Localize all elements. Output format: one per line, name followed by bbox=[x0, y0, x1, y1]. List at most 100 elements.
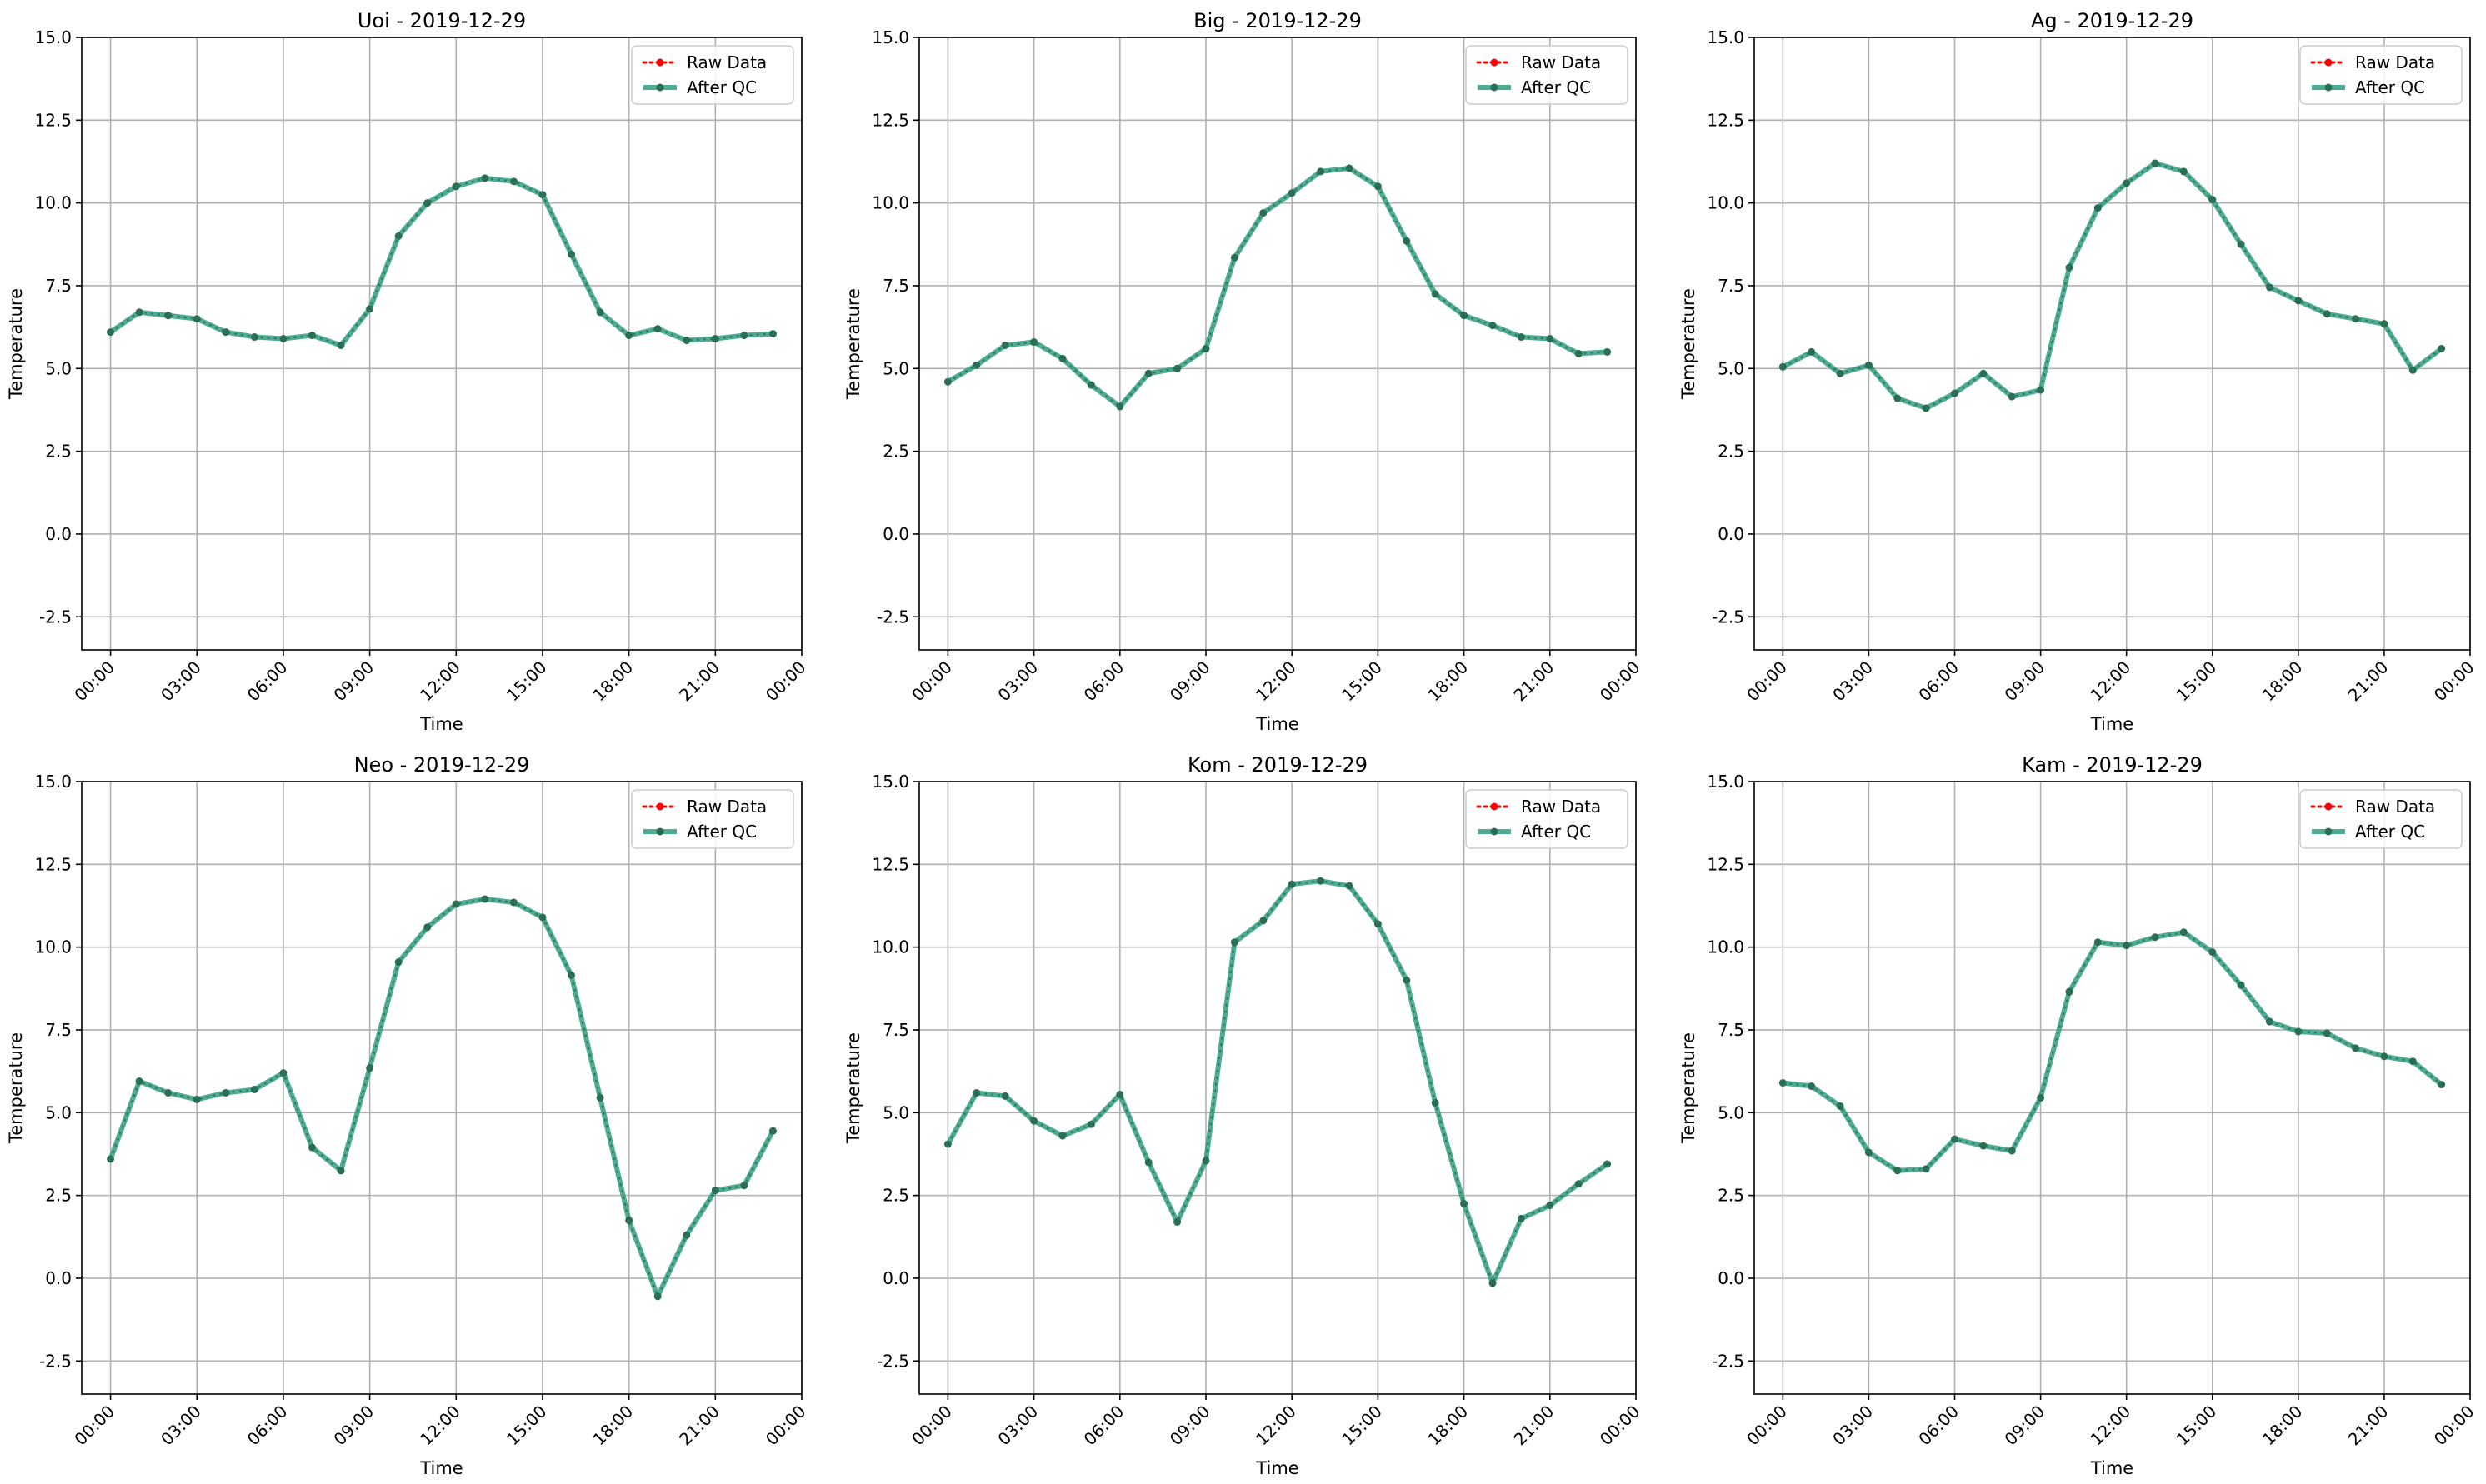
legend-qc-label: After QC bbox=[1521, 822, 1591, 842]
y-tick-label: 10.0 bbox=[1707, 193, 1744, 213]
raw-data-point bbox=[425, 925, 429, 930]
subplot-5: -2.5 0.0 2.5 5.0 7.5 10.0 12.5 15.0 00:00 03:00 06… bbox=[843, 753, 1644, 1478]
raw-data-point bbox=[1923, 406, 1928, 411]
raw-data-point bbox=[1867, 1150, 1871, 1155]
chart-title: Ag - 2019-12-29 bbox=[2031, 9, 2193, 32]
raw-data-point bbox=[2238, 242, 2243, 247]
raw-data-point bbox=[1003, 343, 1008, 347]
raw-data-point bbox=[396, 234, 401, 238]
x-tick-label: 03:00 bbox=[993, 1402, 1042, 1450]
y-tick-label: 2.5 bbox=[883, 442, 909, 462]
axes-frame bbox=[1753, 37, 2471, 651]
raw-data-point bbox=[2038, 1096, 2043, 1100]
x-tick-label: 00:00 bbox=[1743, 657, 1791, 706]
legend-qc-label: After QC bbox=[1521, 77, 1591, 97]
y-tick-label: 2.5 bbox=[45, 1186, 72, 1206]
y-tick-label: 15.0 bbox=[1707, 772, 1744, 792]
chart-title: Big - 2019-12-29 bbox=[1193, 9, 1362, 32]
raw-data-point bbox=[1548, 1203, 1553, 1207]
raw-data-point bbox=[2067, 990, 2072, 994]
raw-data-point bbox=[166, 313, 170, 317]
y-axis-label: Temperature bbox=[6, 1032, 26, 1144]
raw-data-point bbox=[281, 337, 286, 341]
raw-data-point bbox=[425, 201, 429, 205]
y-tick-label: -2.5 bbox=[1712, 607, 1744, 627]
raw-data-point bbox=[2067, 265, 2072, 270]
x-tick-label: 15:00 bbox=[503, 1402, 551, 1450]
raw-data-point bbox=[1003, 1094, 1008, 1098]
legend-qc-marker bbox=[1490, 83, 1498, 92]
y-axis-label: Temperature bbox=[843, 1032, 863, 1144]
axes-frame bbox=[81, 37, 803, 651]
x-tick-label: 06:00 bbox=[243, 1402, 292, 1450]
raw-data-point bbox=[1175, 367, 1179, 371]
series-raw-line bbox=[1783, 931, 2443, 1172]
raw-data-point bbox=[1953, 1137, 1957, 1142]
legend-qc-marker bbox=[2324, 827, 2333, 836]
y-tick-label: 15.0 bbox=[872, 27, 909, 47]
raw-data-point bbox=[1519, 1217, 1523, 1221]
x-tick-label: 03:00 bbox=[1828, 1402, 1877, 1450]
raw-data-point bbox=[1147, 372, 1151, 376]
raw-data-point bbox=[1290, 191, 1294, 195]
x-tick-label: 09:00 bbox=[1166, 1402, 1214, 1450]
raw-data-point bbox=[2411, 1059, 2415, 1063]
y-tick-label: 12.5 bbox=[34, 110, 72, 130]
x-tick-label: 06:00 bbox=[1914, 1402, 1963, 1450]
x-tick-label: 03:00 bbox=[1828, 657, 1877, 706]
raw-data-point bbox=[137, 1079, 142, 1083]
y-tick-label: 12.5 bbox=[34, 854, 72, 874]
x-tick-label: 00:00 bbox=[1743, 1402, 1791, 1450]
raw-data-point bbox=[512, 179, 516, 184]
raw-data-point bbox=[1203, 347, 1208, 351]
raw-data-point bbox=[2268, 1019, 2272, 1024]
raw-data-point bbox=[1577, 352, 1581, 356]
raw-data-point bbox=[1577, 1182, 1581, 1186]
raw-data-point bbox=[1089, 1122, 1093, 1127]
raw-data-point bbox=[281, 1071, 286, 1075]
raw-data-point bbox=[253, 1087, 257, 1092]
raw-data-point bbox=[1404, 978, 1409, 982]
raw-data-point bbox=[713, 1188, 718, 1192]
raw-data-point bbox=[310, 333, 314, 337]
raw-data-point bbox=[1060, 357, 1065, 361]
y-tick-label: -2.5 bbox=[877, 1351, 909, 1371]
raw-data-point bbox=[2153, 161, 2158, 166]
raw-data-point bbox=[684, 1233, 688, 1237]
raw-data-point bbox=[1089, 382, 1093, 387]
x-tick-label: 06:00 bbox=[1080, 657, 1128, 706]
series-raw-line bbox=[1782, 162, 2443, 410]
y-tick-label: 10.0 bbox=[34, 937, 72, 957]
raw-data-point bbox=[2439, 347, 2443, 351]
raw-data-point bbox=[1060, 1133, 1065, 1138]
raw-data-point bbox=[368, 1066, 372, 1070]
y-tick-label: 5.0 bbox=[45, 1102, 72, 1122]
y-tick-label: 10.0 bbox=[872, 937, 909, 957]
subplot-1: -2.5 0.0 2.5 5.0 7.5 10.0 12.5 15.0 00:00 03:00 06… bbox=[6, 9, 810, 734]
legend-raw-label: Raw Data bbox=[1521, 52, 1601, 72]
x-tick-label: 09:00 bbox=[329, 1402, 378, 1450]
x-tick-label: 00:00 bbox=[762, 1402, 810, 1450]
raw-data-point bbox=[368, 307, 372, 311]
x-tick-label: 12:00 bbox=[2086, 657, 2134, 706]
y-tick-label: -2.5 bbox=[877, 607, 909, 627]
y-tick-label: -2.5 bbox=[1712, 1351, 1744, 1371]
raw-data-point bbox=[598, 1096, 603, 1100]
x-tick-label: 00:00 bbox=[908, 657, 956, 706]
raw-data-point bbox=[1290, 882, 1294, 887]
y-tick-label: 2.5 bbox=[1718, 1186, 1744, 1206]
raw-data-point bbox=[1261, 211, 1266, 215]
x-axis-label: Time bbox=[2090, 1458, 2133, 1478]
x-tick-label: 12:00 bbox=[1252, 1402, 1300, 1450]
x-tick-label: 18:00 bbox=[2258, 657, 2307, 706]
raw-data-point bbox=[974, 1091, 979, 1095]
legend-raw-label: Raw Data bbox=[2355, 52, 2435, 72]
y-tick-label: 0.0 bbox=[883, 524, 909, 544]
raw-data-point bbox=[512, 900, 516, 905]
y-tick-label: 12.5 bbox=[872, 854, 909, 874]
raw-data-point bbox=[1462, 313, 1466, 317]
raw-data-point bbox=[1895, 1168, 1899, 1173]
raw-data-point bbox=[2038, 387, 2043, 392]
raw-data-point bbox=[2439, 1082, 2443, 1087]
